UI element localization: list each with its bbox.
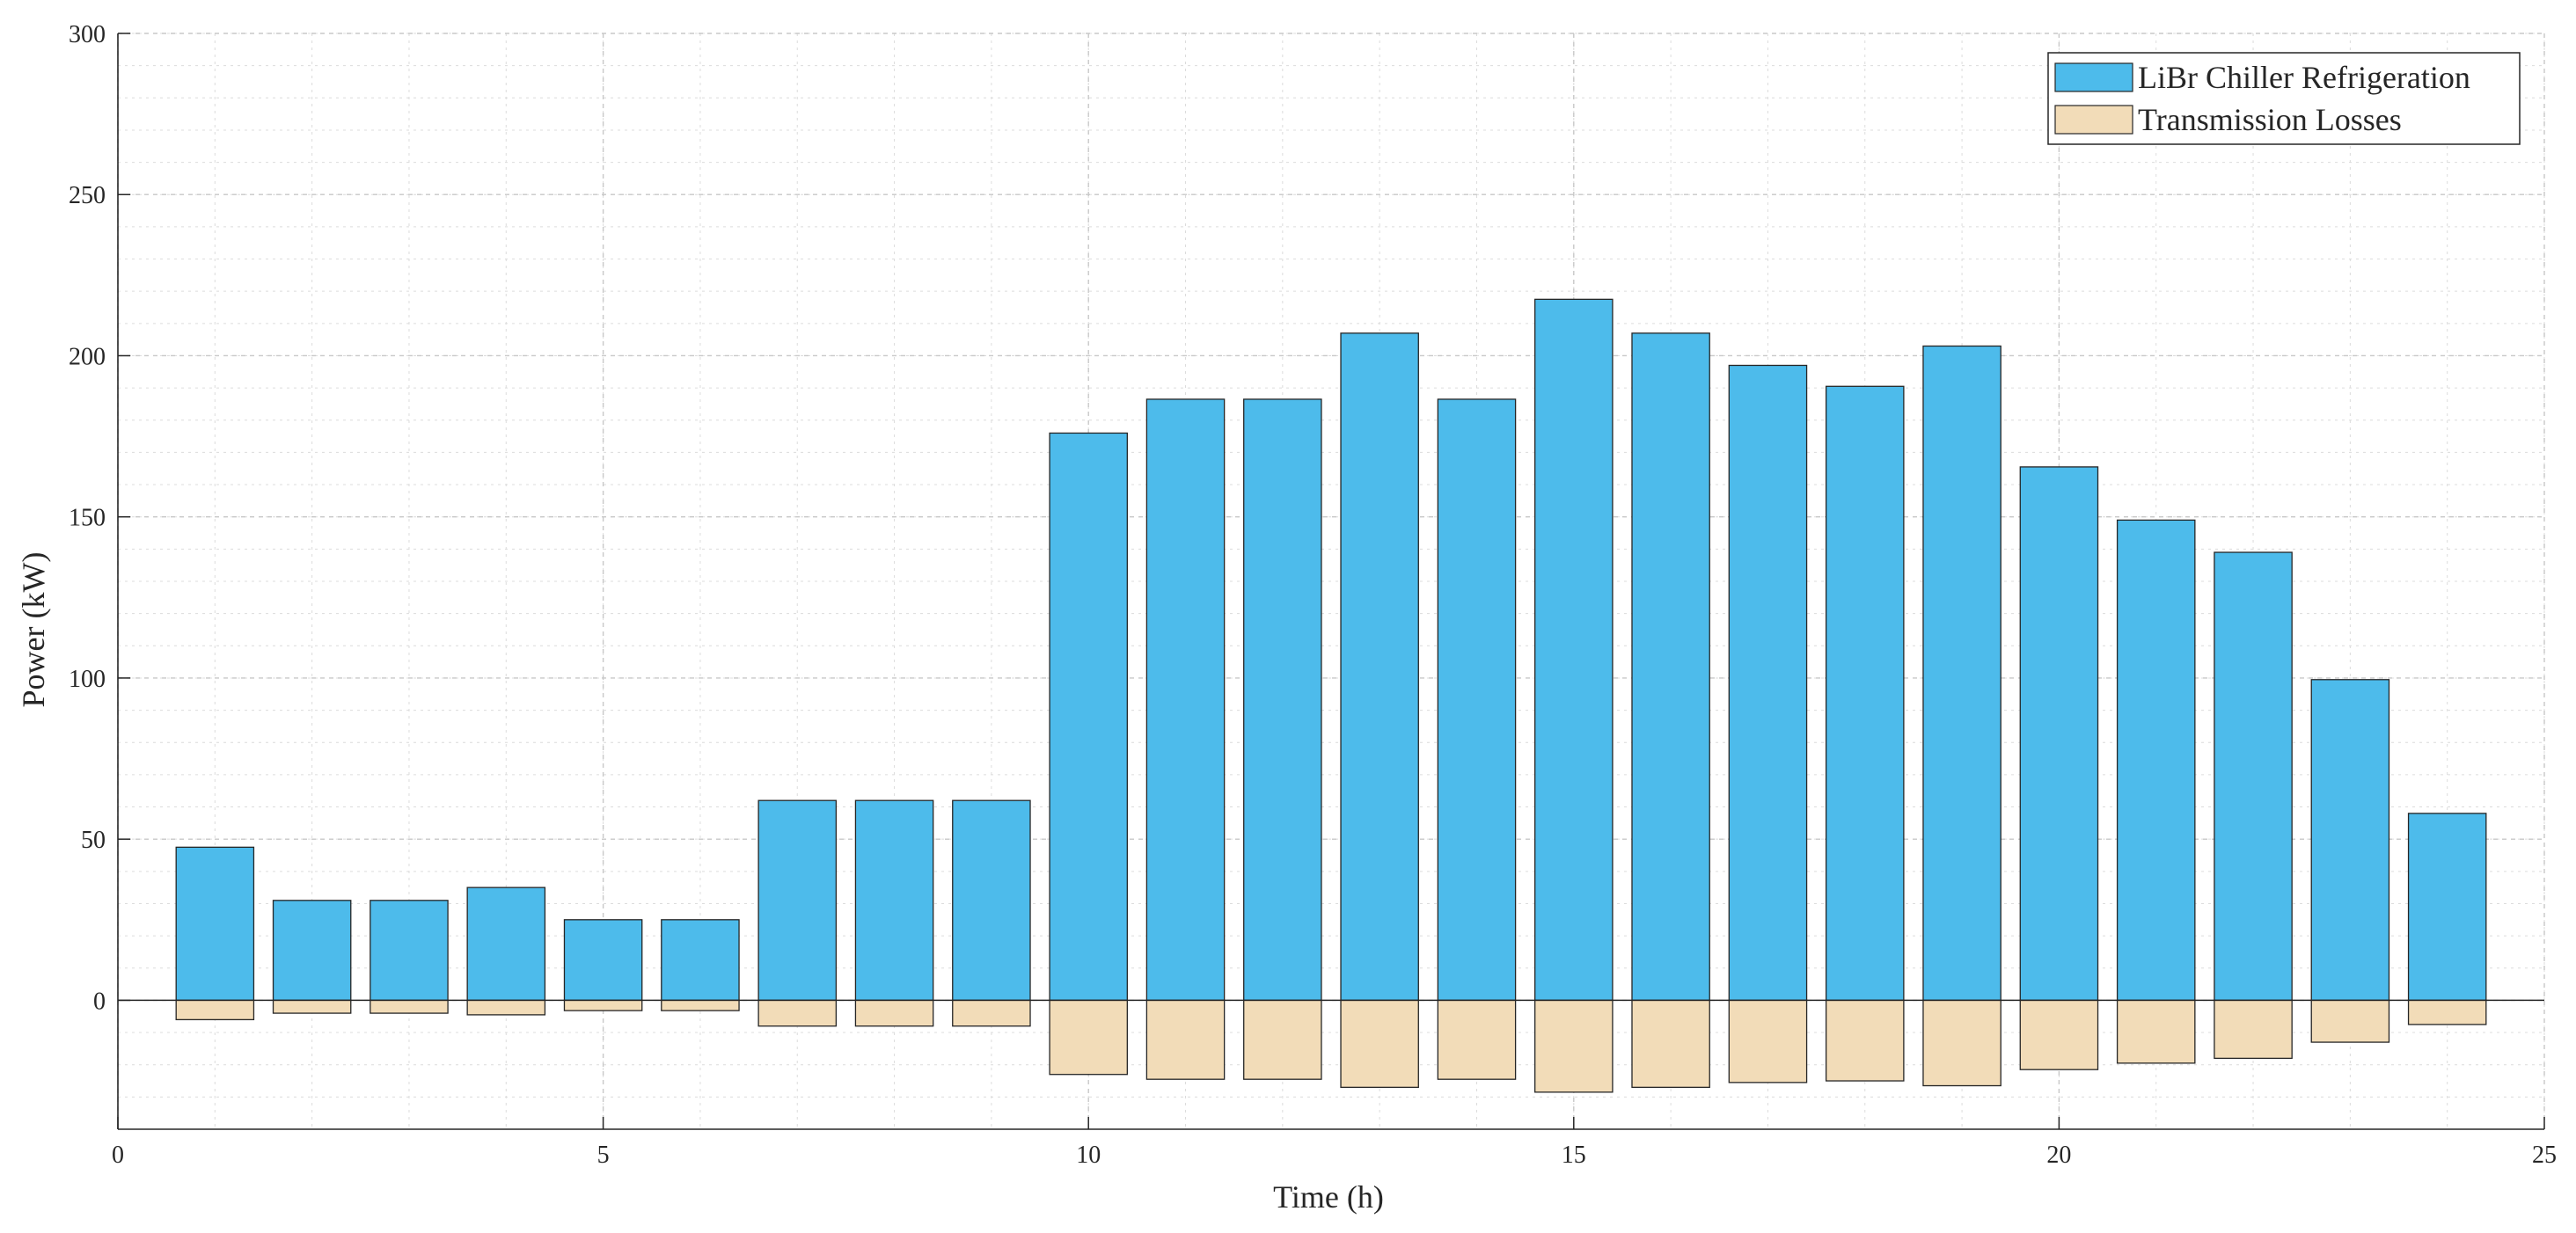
bar-libr-chiller	[1631, 332, 1710, 1002]
y-tick-label: 200	[69, 343, 106, 370]
bar-transmission-losses	[466, 999, 546, 1016]
y-tick-label: 250	[69, 182, 106, 209]
bar-transmission-losses	[1922, 999, 2002, 1087]
bar-libr-chiller	[1243, 398, 1322, 1002]
bar-transmission-losses	[272, 999, 352, 1014]
bar-libr-chiller	[466, 886, 546, 1002]
bar-transmission-losses	[1728, 999, 1808, 1083]
bar-libr-chiller	[757, 799, 838, 1002]
bar-libr-chiller	[272, 900, 352, 1002]
bar-transmission-losses	[1049, 999, 1128, 1076]
bar-libr-chiller	[175, 846, 255, 1002]
bar-libr-chiller	[661, 919, 740, 1002]
legend-label-losses: Transmission Losses	[2138, 102, 2402, 137]
y-tick-label: 0	[93, 988, 106, 1015]
y-axis-title: Power (kW)	[16, 552, 51, 708]
bar-libr-chiller	[2116, 519, 2196, 1002]
bar-libr-chiller	[2019, 466, 2099, 1002]
x-tick-label: 20	[2046, 1142, 2071, 1169]
x-tick-label: 10	[1076, 1142, 1101, 1169]
bar-transmission-losses	[757, 999, 838, 1027]
bar-transmission-losses	[2019, 999, 2099, 1070]
bar-libr-chiller	[563, 919, 643, 1002]
y-tick-label: 100	[69, 666, 106, 693]
bar-transmission-losses	[1145, 999, 1226, 1080]
bar-transmission-losses	[2407, 999, 2487, 1025]
bar-libr-chiller	[1728, 364, 1808, 1002]
bar-libr-chiller	[2310, 679, 2390, 1002]
y-tick-label: 50	[81, 827, 106, 854]
bar-transmission-losses	[1825, 999, 1905, 1082]
bar-transmission-losses	[2310, 999, 2390, 1043]
bar-libr-chiller	[1922, 345, 2002, 1002]
legend-swatch-libr	[2054, 62, 2133, 92]
bar-transmission-losses	[1243, 999, 1322, 1080]
axes	[117, 33, 2545, 1130]
bar-transmission-losses	[563, 999, 643, 1011]
bars	[175, 298, 2487, 1093]
x-tick-label: 5	[597, 1142, 610, 1169]
bar-libr-chiller	[1145, 398, 1226, 1002]
bar-transmission-losses	[1437, 999, 1517, 1080]
bar-libr-chiller	[370, 900, 449, 1002]
bar-transmission-losses	[1340, 999, 1419, 1089]
bar-libr-chiller	[1534, 298, 1614, 1002]
y-tick-label: 150	[69, 505, 106, 532]
bar-transmission-losses	[2116, 999, 2196, 1064]
bar-libr-chiller	[1825, 385, 1905, 1002]
bar-transmission-losses	[2214, 999, 2293, 1060]
bar-transmission-losses	[661, 999, 740, 1011]
x-tick-label: 0	[112, 1142, 124, 1169]
bar-libr-chiller	[2407, 813, 2487, 1002]
y-tick-label: 300	[69, 21, 106, 48]
bar-libr-chiller	[2214, 551, 2293, 1002]
bar-libr-chiller	[1340, 332, 1419, 1002]
bar-transmission-losses	[952, 999, 1031, 1027]
bar-transmission-losses	[175, 999, 255, 1021]
bar-transmission-losses	[370, 999, 449, 1014]
legend-swatch-losses	[2054, 105, 2133, 135]
bar-transmission-losses	[854, 999, 934, 1027]
bar-libr-chiller	[1049, 432, 1128, 1002]
legend: LiBr Chiller Refrigeration Transmission …	[2047, 52, 2521, 145]
bar-transmission-losses	[1631, 999, 1710, 1089]
bar-libr-chiller	[1437, 398, 1517, 1002]
x-tick-label: 15	[1562, 1142, 1586, 1169]
bar-transmission-losses	[1534, 999, 1614, 1093]
bar-libr-chiller	[854, 799, 934, 1002]
bar-libr-chiller	[952, 799, 1031, 1002]
x-axis-title: Time (h)	[1273, 1179, 1384, 1215]
x-tick-label: 25	[2532, 1142, 2557, 1169]
legend-label-libr: LiBr Chiller Refrigeration	[2138, 60, 2470, 95]
